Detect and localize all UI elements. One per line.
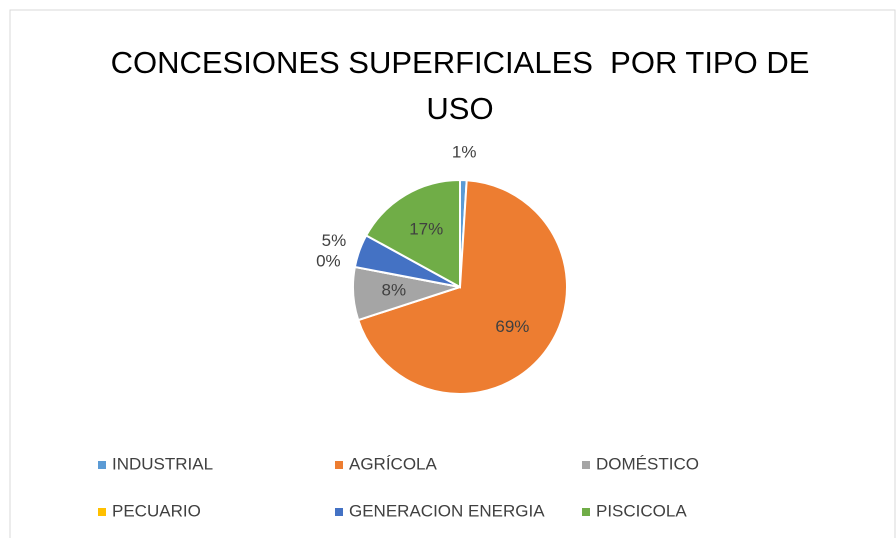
legend-label: GENERACION ENERGIA bbox=[349, 501, 545, 520]
legend-marker bbox=[335, 508, 343, 516]
data-label: 8% bbox=[382, 281, 407, 300]
legend-marker bbox=[98, 508, 106, 516]
legend-marker bbox=[582, 508, 590, 516]
legend-marker bbox=[335, 461, 343, 469]
legend-label: PISCICOLA bbox=[596, 501, 687, 520]
legend-label: AGRÍCOLA bbox=[349, 454, 438, 473]
legend-label: DOMÉSTICO bbox=[596, 454, 699, 473]
data-label: 5% bbox=[322, 231, 347, 250]
pie-slice bbox=[364, 178, 461, 289]
legend-label: INDUSTRIAL bbox=[112, 454, 213, 473]
data-label: 69% bbox=[495, 317, 529, 336]
data-label: 17% bbox=[409, 219, 443, 238]
chart-border bbox=[9, 9, 896, 538]
legend-marker bbox=[98, 461, 106, 469]
legend-label: PECUARIO bbox=[112, 501, 201, 520]
legend-marker bbox=[582, 461, 590, 469]
pie-slice bbox=[356, 179, 568, 395]
data-label: 0% bbox=[316, 251, 341, 270]
data-label: 1% bbox=[452, 143, 477, 162]
chart-title: CONCESIONES SUPERFICIALES POR TIPO DE US… bbox=[110, 45, 819, 126]
